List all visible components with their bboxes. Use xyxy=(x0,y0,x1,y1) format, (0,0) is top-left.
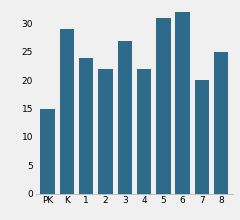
Bar xyxy=(175,12,190,194)
Bar xyxy=(156,18,171,194)
Bar xyxy=(214,52,228,194)
Bar xyxy=(98,69,113,194)
Bar xyxy=(79,58,93,194)
Bar xyxy=(118,41,132,194)
Bar xyxy=(40,109,55,194)
Bar xyxy=(60,29,74,194)
Bar xyxy=(137,69,151,194)
Bar xyxy=(195,80,209,194)
